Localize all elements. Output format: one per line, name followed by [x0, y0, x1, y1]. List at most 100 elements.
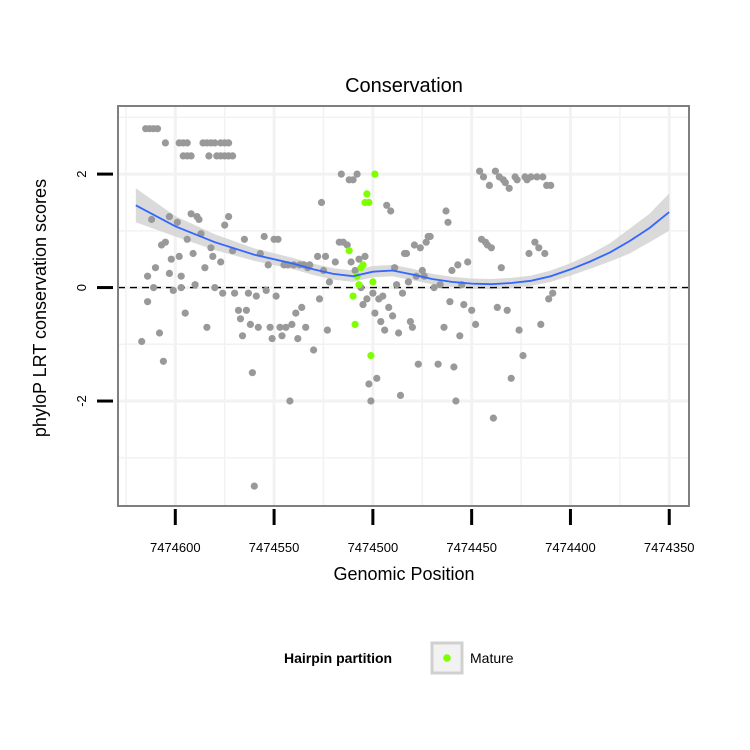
data-point — [282, 323, 290, 331]
data-point — [278, 332, 286, 340]
data-point — [177, 284, 185, 292]
x-axis-title: Genomic Position — [333, 564, 474, 584]
data-point — [456, 332, 464, 340]
data-point — [183, 139, 191, 147]
data-point — [487, 244, 495, 252]
data-point — [189, 249, 197, 258]
data-point — [525, 249, 533, 258]
data-point-mature — [349, 292, 357, 300]
data-point — [476, 167, 484, 175]
data-point — [211, 284, 219, 292]
data-point — [159, 357, 167, 365]
data-point — [377, 318, 385, 326]
data-point — [148, 215, 156, 224]
data-point — [165, 213, 173, 221]
data-point — [225, 139, 233, 147]
data-point — [450, 363, 458, 371]
data-point — [234, 306, 243, 314]
data-point — [385, 303, 393, 311]
data-point — [294, 335, 302, 343]
data-point — [150, 284, 158, 292]
data-point — [306, 261, 314, 269]
data-point — [371, 309, 379, 317]
data-point — [138, 337, 146, 346]
data-point — [292, 309, 300, 317]
data-point — [491, 167, 499, 175]
data-point — [225, 213, 233, 221]
data-point — [418, 266, 426, 275]
data-point — [288, 320, 296, 328]
data-point — [501, 179, 509, 187]
data-point — [266, 323, 274, 331]
x-tick-label: 7474550 — [249, 540, 300, 555]
data-point — [489, 414, 497, 422]
data-point — [387, 207, 395, 215]
data-point — [298, 303, 306, 311]
data-point — [367, 397, 375, 405]
data-point — [187, 152, 195, 160]
data-point — [191, 281, 199, 289]
x-tick-label: 7474350 — [644, 540, 695, 555]
x-tick-label: 7474400 — [545, 540, 596, 555]
data-point — [276, 323, 284, 331]
data-point-mature — [355, 281, 363, 289]
data-point — [515, 326, 523, 334]
data-point — [359, 301, 367, 309]
x-tick-label: 7474450 — [446, 540, 497, 555]
data-point-mature — [351, 320, 359, 328]
data-point — [531, 238, 539, 246]
data-point-mature — [367, 352, 375, 360]
data-point — [369, 289, 377, 297]
data-point — [355, 255, 363, 263]
data-point — [414, 360, 422, 368]
x-tick-label: 7474600 — [150, 540, 201, 555]
data-point — [181, 309, 189, 317]
data-point — [331, 258, 339, 266]
data-point — [416, 244, 424, 252]
data-point — [410, 241, 418, 249]
data-point — [464, 258, 472, 266]
data-point — [144, 272, 152, 280]
data-point — [286, 397, 294, 405]
data-point — [493, 303, 501, 311]
data-point — [422, 238, 430, 246]
data-point — [535, 244, 543, 252]
data-point — [236, 315, 245, 323]
data-point — [363, 295, 371, 303]
data-point — [314, 252, 322, 260]
data-point — [545, 295, 553, 303]
legend: Hairpin partition Mature — [284, 641, 514, 675]
legend-title: Hairpin partition — [284, 650, 392, 666]
data-point — [513, 176, 521, 184]
chart-title: Conservation — [345, 75, 463, 97]
data-point — [436, 281, 444, 289]
data-point — [165, 269, 173, 277]
legend-key-mature-dot — [443, 654, 451, 662]
data-point — [183, 235, 191, 243]
data-point — [144, 298, 152, 306]
data-point — [248, 369, 256, 377]
data-point — [446, 298, 454, 306]
data-point — [404, 278, 412, 286]
data-point — [361, 252, 369, 260]
data-point — [323, 326, 331, 334]
data-point — [161, 139, 169, 147]
data-point — [448, 266, 456, 275]
data-point — [219, 289, 227, 297]
data-point — [454, 261, 462, 269]
data-point-mature — [365, 198, 373, 207]
data-point — [381, 326, 389, 334]
data-point — [383, 201, 391, 209]
data-point — [460, 301, 468, 309]
data-point — [547, 181, 555, 189]
data-point — [161, 238, 169, 246]
data-point — [408, 323, 416, 331]
data-point — [155, 329, 164, 337]
data-point — [201, 264, 209, 272]
legend-key-mature — [430, 641, 464, 675]
data-point — [254, 323, 262, 331]
data-point-mature — [345, 247, 353, 255]
y-axis: 2 0 -2 — [74, 170, 113, 407]
data-point — [537, 320, 545, 328]
data-point — [151, 264, 160, 272]
